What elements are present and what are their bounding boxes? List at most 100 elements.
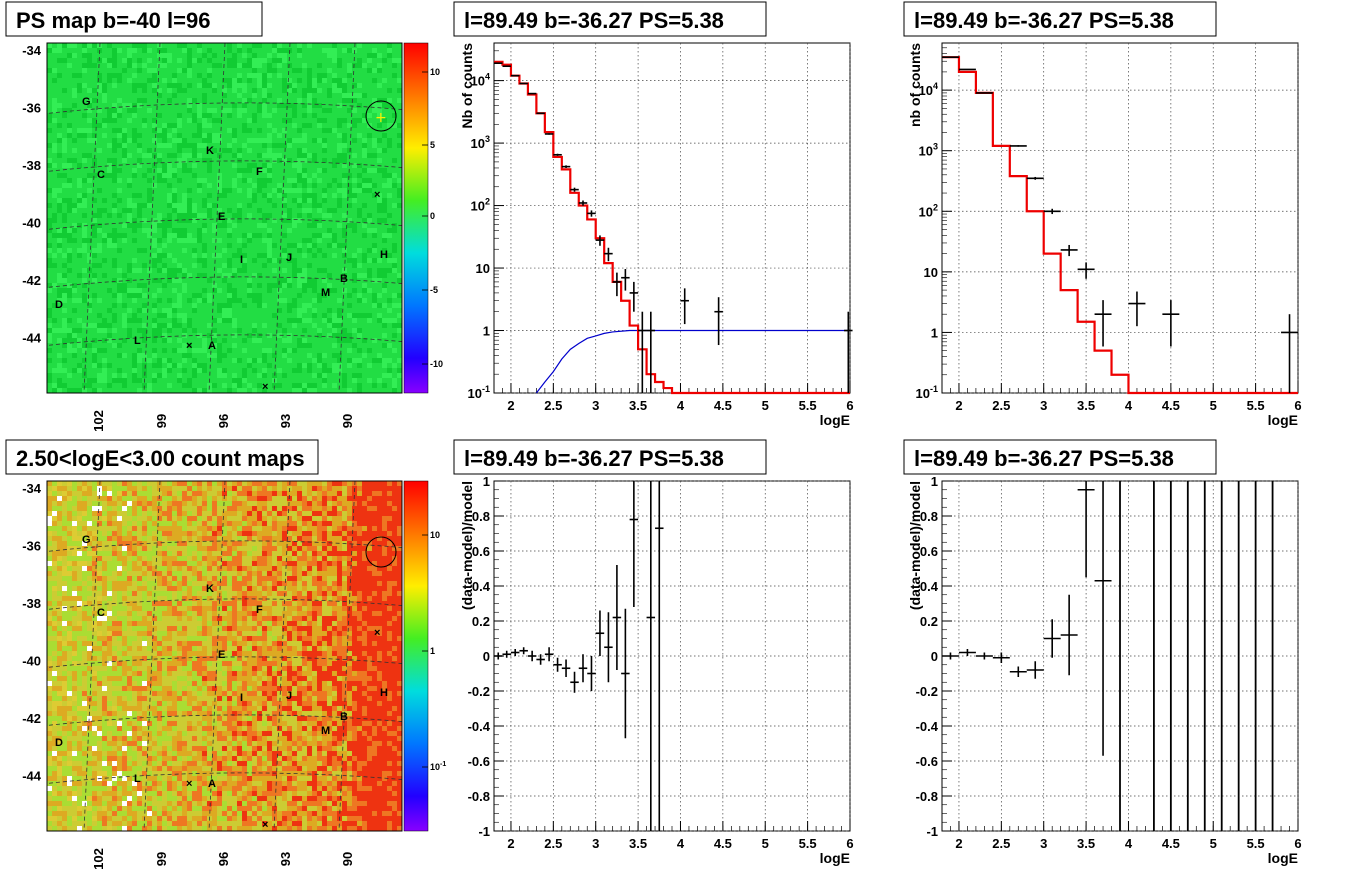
cmap-cell	[392, 616, 397, 621]
psmap-cell	[157, 158, 162, 163]
psmap-cell	[112, 138, 117, 143]
cmap-cell	[362, 586, 367, 591]
psmap-cell	[142, 328, 147, 333]
cmap-cell	[312, 491, 317, 496]
psmap-cell	[222, 218, 227, 223]
cmap-cell	[362, 616, 367, 621]
cmap-cell	[287, 676, 292, 681]
cmap-cell	[257, 561, 262, 566]
cmap-cell	[292, 511, 297, 516]
psmap-cell	[342, 288, 347, 293]
cmap-cell	[107, 606, 112, 611]
psmap-cell	[242, 253, 247, 258]
cmap-cell	[117, 581, 122, 586]
psmap-cell	[227, 258, 232, 263]
cmap-cell	[87, 576, 92, 581]
psmap-cell	[297, 268, 302, 273]
psmap-cell	[327, 93, 332, 98]
psmap-cell	[262, 388, 267, 393]
psmap-cell	[142, 43, 147, 48]
psmap-cell	[382, 343, 387, 348]
cmap-cell	[217, 626, 222, 631]
cmap-cell	[102, 526, 107, 531]
cmap-cell	[242, 601, 247, 606]
psmap-cell	[252, 233, 257, 238]
cmap-cell	[197, 501, 202, 506]
psmap-cell	[112, 113, 117, 118]
cmap-cell	[117, 501, 122, 506]
cmap-cell	[67, 486, 72, 491]
psmap-cell	[292, 298, 297, 303]
cmap-cell	[142, 641, 147, 646]
cmap-cell	[52, 661, 57, 666]
psmap-cell	[392, 383, 397, 388]
cmap-cell	[197, 631, 202, 636]
cmap-cell	[62, 596, 67, 601]
psmap-cell	[312, 198, 317, 203]
psmap-cell	[182, 353, 187, 358]
cmap-cell	[367, 491, 372, 496]
psmap-cell	[157, 238, 162, 243]
cmap-cell	[187, 616, 192, 621]
psmap-cell	[102, 233, 107, 238]
cmap-cell	[342, 651, 347, 656]
cmap-cell	[232, 651, 237, 656]
cmap-cell	[312, 556, 317, 561]
psmap-cell	[172, 363, 177, 368]
cmap-cell	[357, 681, 362, 686]
cmap-cell	[267, 651, 272, 656]
cmap-cell	[87, 486, 92, 491]
cmap-cell	[337, 581, 342, 586]
cmap-cell	[242, 561, 247, 566]
cmap-cell	[67, 491, 72, 496]
psmap-cell	[392, 123, 397, 128]
psmap-cell	[227, 233, 232, 238]
cmap-cell	[317, 511, 322, 516]
cmap-cell	[72, 611, 77, 616]
cmap-cell	[87, 681, 92, 686]
psmap-cell	[97, 363, 102, 368]
cmap-cell	[342, 551, 347, 556]
cmap-cell	[347, 576, 352, 581]
cmap-cell	[322, 606, 327, 611]
psmap-x-tick-label: 90	[340, 414, 355, 428]
cmap-cell	[302, 611, 307, 616]
cmap-cell	[177, 621, 182, 626]
cmap-cell	[187, 496, 192, 501]
psmap-cell	[192, 208, 197, 213]
psmap-colorbar-label: 0	[430, 211, 435, 221]
psmap-cell	[382, 323, 387, 328]
cmap-cell	[257, 516, 262, 521]
psmap-cell	[367, 313, 372, 318]
cmap-cell	[142, 511, 147, 516]
psmap-cell	[282, 83, 287, 88]
cmap-cell	[347, 521, 352, 526]
cmap-cell	[252, 526, 257, 531]
psmap-cell	[362, 253, 367, 258]
psmap-cell	[157, 298, 162, 303]
cmap-cell	[297, 566, 302, 571]
cmap-cell	[162, 546, 167, 551]
cmap-cell	[182, 486, 187, 491]
cmap-cell	[52, 541, 57, 546]
cmap-cell	[292, 506, 297, 511]
cmap-cell	[347, 531, 352, 536]
cmap-cell	[207, 531, 212, 536]
cmap-cell	[82, 486, 87, 491]
cmap-cell	[137, 531, 142, 536]
psmap-cell	[97, 263, 102, 268]
cmap-cell	[347, 666, 352, 671]
cmap-cell	[352, 526, 357, 531]
cmap-cell	[137, 526, 142, 531]
cmap-cell	[122, 501, 127, 506]
cmap-cell	[72, 591, 77, 596]
psmap-cell	[77, 343, 82, 348]
cmap-cell	[307, 666, 312, 671]
psmap-cell	[297, 318, 302, 323]
cmap-cell	[152, 486, 157, 491]
cmap-cell	[52, 616, 57, 621]
cmap-cell	[117, 671, 122, 676]
psmap-cell	[137, 268, 142, 273]
cmap-cell	[287, 561, 292, 566]
cmap-cell	[242, 526, 247, 531]
